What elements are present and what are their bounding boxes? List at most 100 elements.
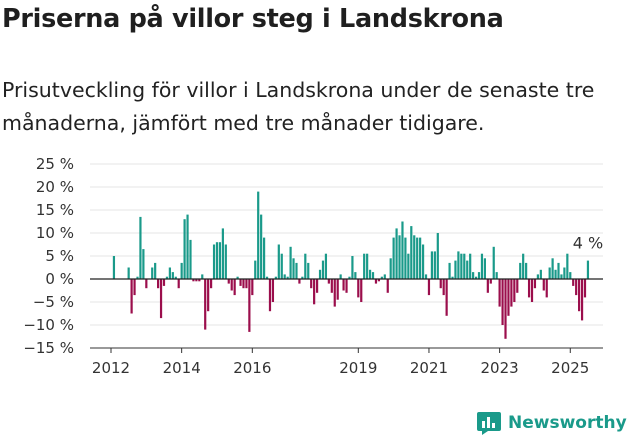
bar [474, 276, 478, 279]
bar [504, 279, 507, 339]
bar [380, 276, 383, 279]
bar [427, 279, 431, 296]
bar [472, 272, 475, 279]
bar [495, 272, 498, 279]
bar [392, 237, 395, 279]
newsworthy-logo-text: Newsworthy [508, 413, 627, 433]
bar [177, 279, 180, 289]
bar [315, 279, 319, 293]
chart-subtitle: Prisutveckling för villor i Landskrona u… [2, 78, 595, 135]
bar [254, 260, 257, 279]
y-tick-label: 5 % [45, 247, 74, 265]
bar [424, 274, 428, 279]
bar [501, 279, 504, 325]
bar [560, 274, 563, 279]
bar [330, 279, 333, 293]
bar [430, 251, 434, 279]
bar [572, 279, 575, 286]
x-tick-label: 2023 [481, 359, 519, 377]
bar [324, 253, 328, 279]
bar [304, 253, 307, 279]
bar [357, 279, 360, 298]
bar [192, 279, 195, 282]
bar [262, 237, 266, 279]
bar [342, 279, 345, 291]
bar [307, 262, 310, 279]
bar [457, 251, 460, 279]
bar [283, 274, 286, 279]
grid-lines [90, 163, 603, 349]
y-tick-label: −10 % [23, 316, 74, 334]
bar [433, 251, 436, 279]
bar [189, 239, 192, 279]
bar [251, 279, 254, 296]
bar [439, 279, 442, 289]
bar [298, 279, 301, 284]
bar [112, 256, 116, 279]
bar [248, 279, 251, 332]
bar [195, 279, 198, 282]
bar [333, 279, 336, 307]
bar [416, 237, 419, 279]
bar [277, 244, 280, 279]
bar [215, 242, 219, 279]
bar [159, 279, 163, 319]
bar [569, 272, 572, 279]
bar [445, 279, 448, 316]
bar [183, 219, 186, 279]
latest-value-label: 4 % [573, 234, 603, 253]
y-tick-label: −5 % [33, 293, 74, 311]
bar [401, 221, 404, 279]
x-tick-label: 2014 [163, 359, 201, 377]
x-tick-label: 2012 [92, 359, 130, 377]
bar [318, 269, 322, 279]
axes [90, 278, 603, 349]
bar [133, 279, 136, 296]
bar [204, 279, 207, 330]
y-tick-label: 20 % [36, 178, 74, 196]
bar [327, 279, 330, 284]
bar [386, 279, 389, 293]
newsworthy-logo: Newsworthy [476, 409, 627, 437]
x-tick-label: 2021 [410, 359, 448, 377]
bar [466, 260, 469, 279]
bar [295, 262, 298, 279]
bar [557, 262, 560, 279]
bar [186, 214, 189, 279]
bar [171, 272, 174, 279]
bar [210, 279, 213, 289]
bar [563, 267, 566, 279]
bar [566, 253, 569, 279]
x-tick-label: 2019 [339, 359, 377, 377]
bar [469, 253, 472, 279]
bar [463, 253, 466, 279]
bar [218, 242, 222, 279]
bar [142, 249, 145, 279]
bar [280, 253, 283, 279]
bar [139, 216, 142, 279]
bar [274, 276, 277, 279]
bar [483, 258, 486, 279]
y-tick-label: 0 % [45, 270, 74, 288]
bar [477, 272, 481, 279]
bar [498, 279, 501, 307]
bar [554, 269, 557, 279]
bar [363, 253, 366, 279]
bar [289, 246, 292, 279]
bar [460, 253, 463, 279]
bar [377, 279, 381, 282]
bar [410, 226, 413, 279]
x-axis-tick-labels: 2012 2014 2016 2019 2021 2023 2025 [92, 348, 589, 377]
bar [507, 279, 510, 316]
bar [230, 279, 233, 291]
bar [407, 253, 410, 279]
bar [451, 276, 454, 279]
bar [578, 279, 581, 312]
chart-title: Priserna på villor steg i Landskrona [2, 4, 504, 34]
bar [580, 279, 584, 321]
bar [224, 244, 227, 279]
bar [245, 279, 248, 289]
newsworthy-logo-icon [477, 412, 501, 435]
bar [162, 279, 166, 286]
bar [145, 279, 148, 289]
